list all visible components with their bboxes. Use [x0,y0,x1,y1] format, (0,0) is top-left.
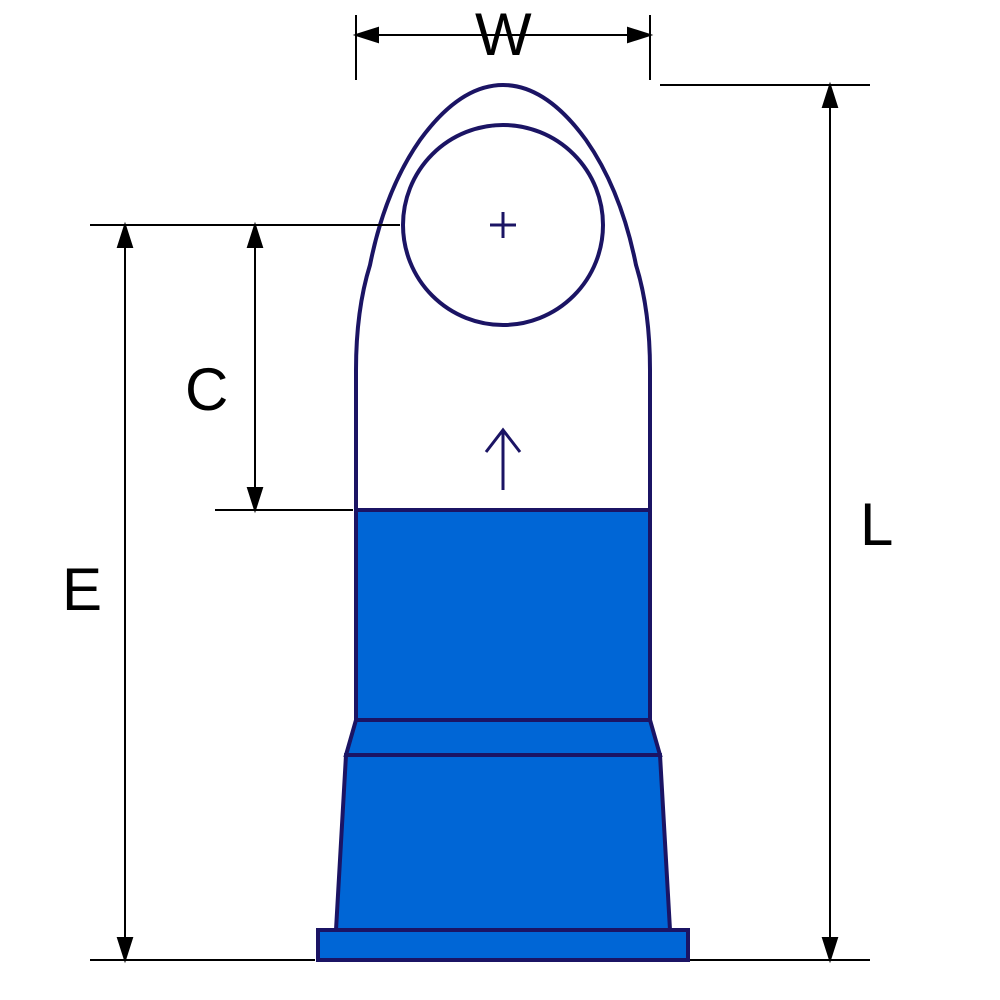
barrel-upper [356,510,650,720]
label-L: L [860,491,893,558]
barrel-flange [318,930,688,960]
label-E: E [62,556,102,623]
terminal-diagram: W L E C [0,0,1000,1000]
label-C: C [185,356,228,423]
barrel-lower [336,755,670,930]
label-W: W [475,1,532,68]
dimension-C [215,225,353,510]
barrel-ridge [346,720,660,755]
dimension-L [660,85,870,960]
